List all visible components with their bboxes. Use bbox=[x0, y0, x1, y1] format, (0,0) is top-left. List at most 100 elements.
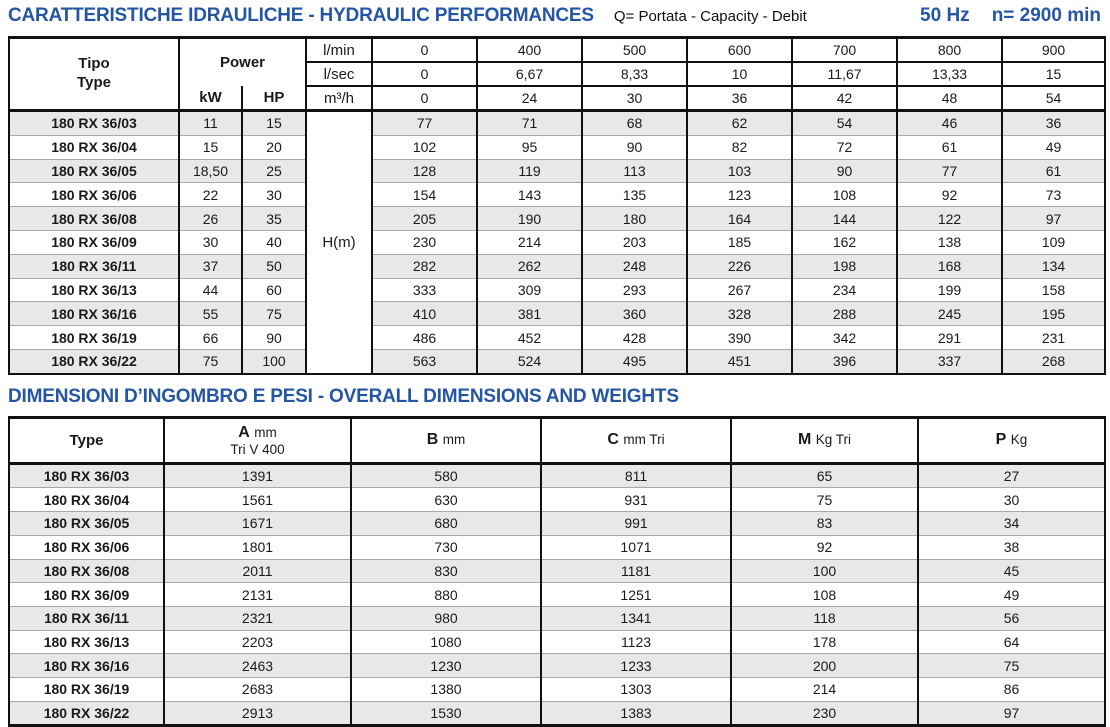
pump-type-cell: 180 RX 36/16 bbox=[9, 653, 165, 678]
dimension-value-cell: 118 bbox=[731, 606, 919, 631]
type-header-en: Type bbox=[77, 74, 111, 91]
dimension-value-cell: 980 bbox=[351, 606, 542, 631]
head-value-cell: 486 bbox=[372, 325, 479, 350]
dimension-value-cell: 1080 bbox=[351, 630, 542, 655]
dimension-value-cell: 214 bbox=[731, 677, 919, 702]
head-value-cell: 95 bbox=[477, 135, 584, 160]
dimension-row: 180 RX 36/13 2203 1080 1123 178 64 bbox=[9, 630, 1106, 655]
flow-header-row-m3h: kW HP m³/h 0 24 30 36 42 48 54 bbox=[9, 86, 1107, 112]
head-value-cell: 180 bbox=[582, 206, 689, 231]
kw-column-header: kW bbox=[179, 86, 243, 112]
hydraulic-table-body: 180 RX 36/03 11 15 H(m) 77 71 68 62 54 46 36 180 RX… bbox=[9, 110, 1107, 374]
head-value-cell: 524 bbox=[477, 349, 584, 374]
hydraulic-title-bar: CARATTERISTICHE IDRAULICHE - HYDRAULIC P… bbox=[8, 5, 1103, 36]
pump-type-cell: 180 RX 36/16 bbox=[9, 301, 180, 327]
dimensions-table-body: 180 RX 36/03 1391 580 811 65 27 180 RX 36/04 15… bbox=[9, 463, 1106, 726]
dimension-value-cell: 2131 bbox=[164, 582, 352, 607]
head-value-cell: 342 bbox=[792, 325, 899, 350]
pump-type-cell: 180 RX 36/03 bbox=[9, 463, 165, 489]
head-value-cell: 390 bbox=[687, 325, 794, 350]
head-value-cell: 495 bbox=[582, 349, 689, 374]
flow-value: 0 bbox=[372, 37, 479, 63]
flow-value: 48 bbox=[897, 86, 1004, 112]
dimension-row: 180 RX 36/09 2131 880 1251 108 49 bbox=[9, 582, 1106, 607]
pump-type-cell: 180 RX 36/22 bbox=[9, 701, 165, 726]
power-column-header: Power bbox=[179, 37, 308, 86]
head-value-cell: 168 bbox=[897, 254, 1004, 279]
flow-header-row-lsec: l/sec 0 6,67 8,33 10 11,67 13,33 15 bbox=[9, 62, 1107, 87]
hp-cell: 20 bbox=[242, 135, 308, 160]
head-value-cell: 328 bbox=[687, 301, 794, 327]
head-value-cell: 46 bbox=[897, 110, 1004, 136]
dimension-value-cell: 1251 bbox=[541, 582, 732, 607]
dimension-value-cell: 811 bbox=[541, 463, 732, 489]
head-value-cell: 234 bbox=[792, 278, 899, 303]
head-value-cell: 396 bbox=[792, 349, 899, 374]
pump-type-cell: 180 RX 36/08 bbox=[9, 206, 180, 231]
pump-type-cell: 180 RX 36/04 bbox=[9, 487, 165, 513]
head-value-cell: 563 bbox=[372, 349, 479, 374]
dimension-value-cell: 1071 bbox=[541, 535, 732, 560]
head-value-cell: 135 bbox=[582, 182, 689, 208]
flow-value: 0 bbox=[372, 86, 479, 112]
dimension-value-cell: 75 bbox=[918, 653, 1106, 678]
hp-cell: 90 bbox=[242, 325, 308, 350]
kw-cell: 37 bbox=[179, 254, 243, 279]
dimension-value-cell: 1123 bbox=[541, 630, 732, 655]
hydraulic-row: 180 RX 36/22 75 100 563 524 495 451 396 337 268 bbox=[9, 349, 1107, 374]
col-m-unit: Kg Tri bbox=[815, 432, 852, 448]
head-value-cell: 190 bbox=[477, 206, 584, 231]
dimension-value-cell: 1380 bbox=[351, 677, 542, 702]
dimension-value-cell: 1233 bbox=[541, 653, 732, 678]
head-value-cell: 54 bbox=[792, 110, 899, 136]
kw-cell: 11 bbox=[179, 110, 243, 136]
type-header-it: Tipo bbox=[78, 55, 110, 73]
col-c-header: C mm Tri bbox=[541, 417, 732, 465]
type-column-header: Type bbox=[9, 417, 165, 465]
head-value-cell: 452 bbox=[477, 325, 584, 350]
head-value-cell: 113 bbox=[582, 159, 689, 184]
head-value-cell: 268 bbox=[1002, 349, 1107, 374]
unit-label-m3h: m³/h bbox=[306, 86, 374, 112]
dimension-value-cell: 75 bbox=[731, 487, 919, 513]
head-value-cell: 360 bbox=[582, 301, 689, 327]
kw-cell: 55 bbox=[179, 301, 243, 327]
hp-cell: 30 bbox=[242, 182, 308, 208]
dimension-value-cell: 730 bbox=[351, 535, 542, 560]
pump-type-cell: 180 RX 36/11 bbox=[9, 606, 165, 631]
dimension-value-cell: 178 bbox=[731, 630, 919, 655]
hp-cell: 35 bbox=[242, 206, 308, 231]
dimension-row: 180 RX 36/11 2321 980 1341 118 56 bbox=[9, 606, 1106, 631]
head-value-cell: 71 bbox=[477, 110, 584, 136]
hp-cell: 40 bbox=[242, 230, 308, 255]
head-value-cell: 68 bbox=[582, 110, 689, 136]
flow-value: 30 bbox=[582, 86, 689, 112]
head-value-cell: 293 bbox=[582, 278, 689, 303]
head-value-cell: 185 bbox=[687, 230, 794, 255]
dimension-value-cell: 45 bbox=[918, 559, 1106, 584]
hydraulic-row: 180 RX 36/06 22 30 154 143 135 123 108 92 73 bbox=[9, 182, 1107, 208]
head-value-cell: 61 bbox=[1002, 159, 1107, 184]
pump-type-cell: 180 RX 36/13 bbox=[9, 278, 180, 303]
kw-cell: 26 bbox=[179, 206, 243, 231]
head-value-cell: 36 bbox=[1002, 110, 1107, 136]
col-m-header: M Kg Tri bbox=[731, 417, 919, 465]
col-a-header: A mm Tri V 400 bbox=[164, 417, 352, 465]
head-value-cell: 92 bbox=[897, 182, 1004, 208]
dimension-value-cell: 830 bbox=[351, 559, 542, 584]
flow-value: 0 bbox=[372, 62, 479, 87]
head-value-cell: 282 bbox=[372, 254, 479, 279]
type-column-header: Tipo Type bbox=[9, 37, 180, 112]
kw-cell: 66 bbox=[179, 325, 243, 350]
flow-value: 11,67 bbox=[792, 62, 899, 87]
head-value-cell: 248 bbox=[582, 254, 689, 279]
head-value-cell: 164 bbox=[687, 206, 794, 231]
pump-type-cell: 180 RX 36/09 bbox=[9, 230, 180, 255]
dimension-value-cell: 880 bbox=[351, 582, 542, 607]
head-value-cell: 103 bbox=[687, 159, 794, 184]
dimension-value-cell: 56 bbox=[918, 606, 1106, 631]
kw-cell: 15 bbox=[179, 135, 243, 160]
hp-cell: 75 bbox=[242, 301, 308, 327]
head-value-cell: 90 bbox=[582, 135, 689, 160]
pump-type-cell: 180 RX 36/19 bbox=[9, 677, 165, 702]
